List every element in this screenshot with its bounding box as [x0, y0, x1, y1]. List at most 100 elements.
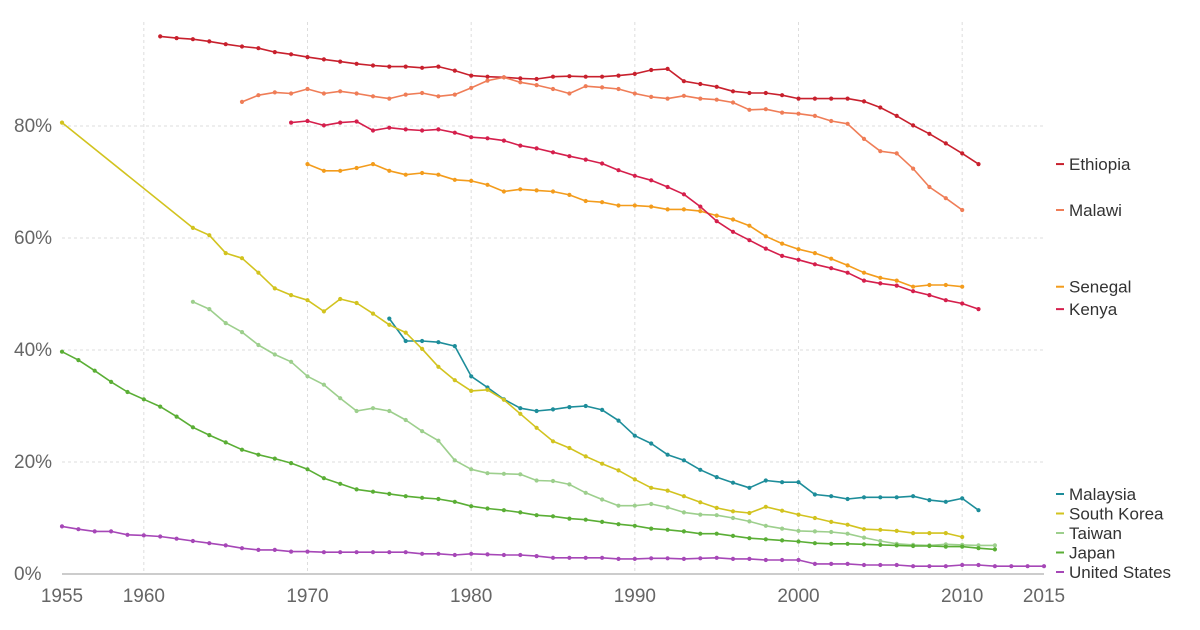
data-point	[829, 529, 834, 535]
data-point	[600, 161, 605, 166]
legend-label: Ethiopia	[1069, 155, 1131, 174]
data-point	[321, 550, 326, 555]
data-point	[485, 74, 490, 79]
data-point	[469, 73, 474, 78]
data-point	[436, 127, 441, 132]
data-point	[59, 524, 65, 529]
data-point	[436, 94, 441, 99]
data-point	[829, 494, 834, 499]
data-point	[469, 135, 474, 140]
data-point	[829, 541, 834, 546]
legend-item-taiwan: Taiwan	[1056, 524, 1122, 543]
data-point	[911, 494, 916, 499]
data-point	[174, 36, 179, 41]
data-point	[289, 549, 294, 554]
data-point	[943, 282, 948, 288]
data-point	[747, 510, 752, 516]
data-point	[436, 364, 441, 369]
data-point	[305, 467, 310, 472]
data-point	[681, 510, 687, 515]
data-point	[943, 196, 948, 201]
data-point	[649, 485, 654, 490]
data-point	[600, 555, 605, 560]
data-point	[501, 508, 506, 513]
data-point	[190, 37, 195, 42]
data-point	[796, 512, 801, 517]
data-point	[501, 138, 506, 143]
data-point	[207, 307, 212, 312]
data-point	[370, 128, 376, 133]
data-point	[861, 270, 867, 275]
data-point	[698, 81, 703, 87]
data-point	[403, 550, 408, 555]
data-point	[338, 168, 343, 173]
data-point	[403, 172, 408, 177]
data-point	[321, 168, 326, 173]
data-point	[518, 510, 523, 515]
data-point	[387, 550, 392, 555]
data-point	[125, 389, 130, 395]
data-point	[714, 219, 719, 224]
data-point	[780, 557, 785, 563]
data-point	[321, 91, 326, 96]
data-point	[518, 406, 523, 411]
data-point	[861, 535, 867, 540]
x-tick-label: 1980	[450, 586, 492, 607]
data-point	[518, 552, 523, 558]
data-point	[501, 397, 506, 402]
data-point	[796, 111, 801, 116]
y-tick-label: 20%	[14, 452, 52, 473]
data-point	[878, 562, 883, 568]
x-tick-label: 1960	[123, 586, 165, 607]
data-point	[730, 100, 736, 105]
data-point	[190, 425, 195, 430]
data-point	[550, 150, 556, 155]
data-point	[730, 229, 736, 234]
data-point	[354, 550, 359, 555]
data-point	[76, 358, 81, 363]
data-point	[550, 555, 556, 560]
data-point	[534, 146, 539, 151]
data-point	[239, 256, 245, 261]
data-point	[354, 300, 359, 306]
data-point	[518, 80, 523, 85]
data-point	[567, 516, 572, 521]
data-point	[927, 282, 932, 288]
data-point	[960, 301, 965, 306]
data-point	[518, 187, 523, 192]
data-point	[190, 225, 195, 230]
data-point	[763, 107, 768, 112]
data-point	[616, 203, 621, 208]
data-point	[174, 536, 179, 541]
data-point	[567, 74, 572, 79]
data-point	[600, 497, 605, 502]
data-point	[649, 178, 654, 183]
data-point	[616, 556, 621, 562]
data-point	[256, 342, 261, 348]
data-point	[567, 192, 572, 197]
data-point	[338, 296, 343, 302]
data-point	[861, 136, 867, 141]
data-point	[665, 66, 670, 71]
data-point	[747, 556, 752, 562]
data-point	[501, 189, 506, 194]
series-line-japan	[61, 350, 996, 551]
legend-label: Japan	[1069, 544, 1115, 563]
data-point	[338, 59, 343, 64]
data-point	[829, 96, 834, 101]
data-point	[927, 543, 932, 549]
data-point	[207, 541, 212, 546]
data-point	[272, 286, 277, 291]
data-point	[207, 233, 212, 238]
data-point	[501, 552, 506, 558]
data-point	[321, 382, 326, 387]
data-point	[747, 485, 752, 490]
data-point	[583, 74, 588, 79]
data-point	[665, 184, 670, 190]
data-point	[976, 546, 981, 551]
data-point	[485, 78, 490, 83]
data-point	[305, 549, 310, 554]
data-point	[960, 496, 965, 501]
data-point	[878, 495, 883, 500]
data-point	[518, 143, 523, 148]
